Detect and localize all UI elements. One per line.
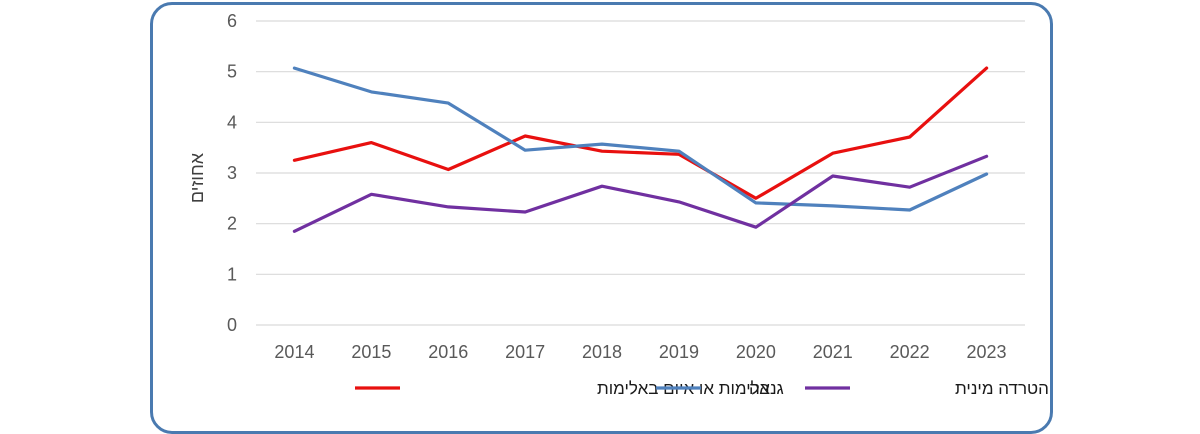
x-tick-label: 2017: [505, 342, 545, 362]
y-tick-label: 5: [227, 62, 237, 82]
x-tick-label: 2016: [428, 342, 468, 362]
legend-label: גנבה: [749, 379, 784, 398]
x-tick-label: 2014: [274, 342, 314, 362]
x-axis-ticks: 2014 2015 2016 2017 2018 2019 2020 2021 2022 2023: [274, 342, 1006, 362]
x-tick-label: 2023: [967, 342, 1007, 362]
legend-label: הטרדה מינית: [955, 379, 1049, 398]
y-tick-label: 1: [227, 264, 237, 284]
y-axis-label: אחוזים: [187, 152, 207, 203]
y-tick-label: 3: [227, 163, 237, 183]
series-lines: [292, 66, 989, 233]
series-line-1: [292, 66, 989, 212]
x-tick-label: 2018: [582, 342, 622, 362]
gridlines: [256, 20, 1025, 326]
y-tick-label: 6: [227, 11, 237, 31]
series-line-0: [292, 66, 989, 200]
y-tick-label: 2: [227, 214, 237, 234]
x-tick-label: 2022: [890, 342, 930, 362]
y-tick-label: 4: [227, 112, 237, 132]
x-tick-label: 2020: [736, 342, 776, 362]
x-tick-label: 2019: [659, 342, 699, 362]
x-tick-label: 2015: [351, 342, 391, 362]
x-tick-label: 2021: [813, 342, 853, 362]
chart-frame: [150, 2, 1053, 434]
y-tick-label: 0: [227, 315, 237, 335]
series-line-2: [292, 154, 989, 233]
y-axis-ticks: 0 1 2 3 4 5 6: [227, 11, 237, 335]
